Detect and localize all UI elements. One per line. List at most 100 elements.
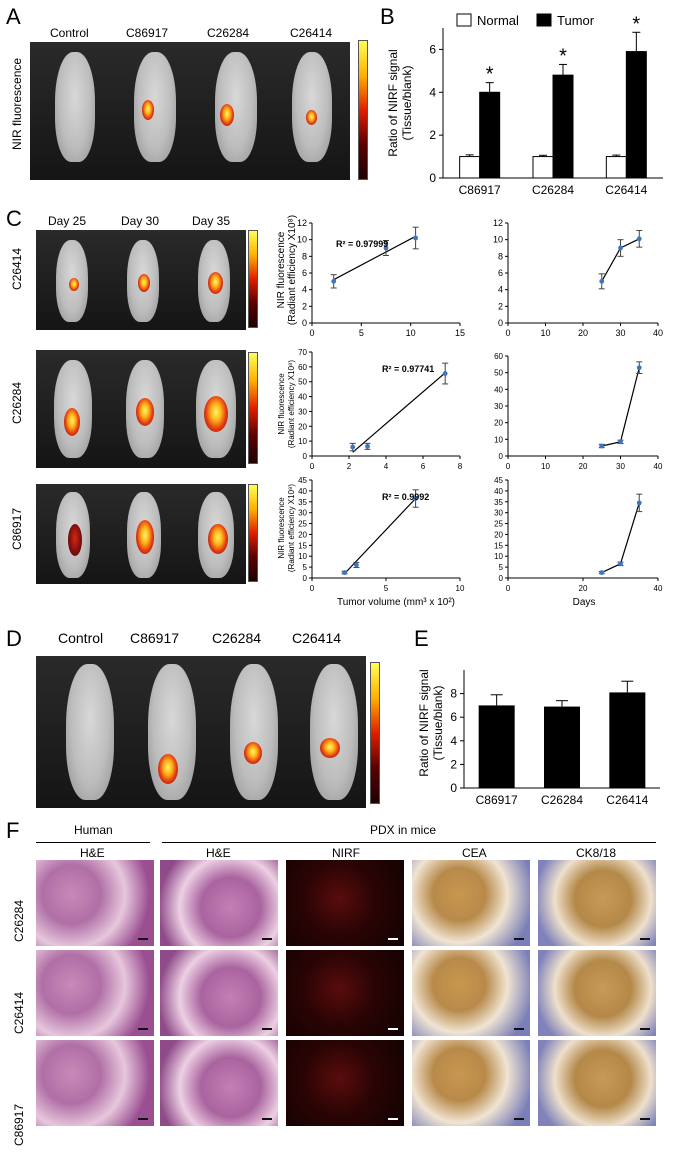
data-point-c1l <box>413 235 418 241</box>
label-c26284-d: C26284 <box>212 630 262 646</box>
data-point-c1l <box>331 278 337 284</box>
x-tick-label-c3l: 0 <box>310 584 315 593</box>
data-point-c2l <box>365 443 370 449</box>
data-point-c2r <box>636 365 642 371</box>
histology-image-c26414-4 <box>538 950 656 1036</box>
ylabel-c1-2: (Radiant efficiency X10⁸) <box>287 215 298 325</box>
x-tick-label-e: C86917 <box>476 793 518 807</box>
x-tick-label-c2r: 20 <box>579 462 588 471</box>
y-tick-label-c1r: 4 <box>498 285 503 295</box>
y-tick-label-c2r: 30 <box>494 402 503 411</box>
y-tick-label-c2r: 40 <box>494 385 503 394</box>
panel-letter-a: A <box>6 4 21 29</box>
scale-bar <box>514 938 524 940</box>
ylabel-c3-1: NIR fluorescence <box>277 497 286 559</box>
label-c86917-a: C86917 <box>126 26 169 40</box>
row-label-c86917-c: C86917 <box>10 507 24 550</box>
scale-bar <box>388 1028 398 1030</box>
data-point-c3r <box>618 561 623 567</box>
x-tick-label-c1l: 15 <box>455 328 465 338</box>
scale-bar <box>138 938 148 940</box>
significance-star-b: * <box>486 64 494 86</box>
label-c86917-d: C86917 <box>130 630 180 646</box>
scale-bar <box>262 938 272 940</box>
trendline-c2l <box>352 372 446 453</box>
chart-b: 0 2 4 6 * C86917 * C26284 * C26414 Normal Tumor Rat… <box>386 13 663 197</box>
ylabel-e-2: (Tissue/blank) <box>431 686 445 761</box>
y-tick-label-c3l: 25 <box>298 520 307 529</box>
histology-image-c26284-4 <box>538 860 656 946</box>
label-day-35: Day 35 <box>192 214 231 228</box>
data-point-c1l <box>383 245 389 251</box>
y-tick-label-c3r: 35 <box>494 498 503 507</box>
y-tick-label-c2r: 60 <box>494 352 503 361</box>
y-tick-label-c2l: 30 <box>298 407 307 416</box>
legend-swatch-normal <box>456 13 472 27</box>
data-point-c1r <box>636 236 642 242</box>
data-point-c3l <box>354 562 359 568</box>
label-control-a: Control <box>50 26 89 40</box>
scale-bar <box>514 1118 524 1120</box>
y-tick-label-e: 8 <box>450 687 457 701</box>
ylabel-c1-1: NIR fluorescence <box>276 231 287 308</box>
y-tick-label-c1r: 0 <box>498 318 503 328</box>
y-tick-label-c1r: 8 <box>498 251 503 261</box>
y-tick-label-e: 4 <box>450 734 457 748</box>
scale-bar <box>262 1118 272 1120</box>
nir-image-row-c26414 <box>36 230 246 330</box>
y-tick-label-c2l: 40 <box>298 393 307 402</box>
y-tick-label-c3r: 30 <box>494 509 503 518</box>
x-tick-label-b: C86917 <box>459 183 501 197</box>
bar-e-c26284 <box>544 706 580 788</box>
ylabel-c2-1: NIR fluorescence <box>277 373 286 435</box>
data-point-c1r <box>599 278 605 284</box>
panel-letter-f: F <box>6 818 20 843</box>
y-tick-label-c1r: 12 <box>493 218 503 228</box>
data-point-c2r <box>599 443 605 449</box>
y-tick-label-e: 2 <box>450 757 457 771</box>
bar-normal-c26414 <box>605 156 627 179</box>
significance-star-b: * <box>632 13 640 35</box>
panel-letter-e: E <box>414 626 429 651</box>
panel-letter-c: C <box>6 206 22 231</box>
y-tick-label-c1l: 0 <box>302 318 307 328</box>
y-tick-label-c3r: 40 <box>494 487 503 496</box>
x-tick-label-c2r: 0 <box>506 462 511 471</box>
histology-image-c26414-2 <box>286 950 404 1036</box>
ylabel-e-1: Ratio of NIRF signal <box>417 669 431 776</box>
y-tick-label-c3l: 0 <box>303 574 308 583</box>
label-control-d: Control <box>58 630 104 646</box>
y-tick-label-c3l: 20 <box>298 530 307 539</box>
y-tick-label-c3r: 45 <box>494 476 503 485</box>
y-tick-label-c1r: 6 <box>498 268 503 278</box>
x-tick-label-c2l: 4 <box>384 462 389 471</box>
x-tick-label-c2l: 8 <box>458 462 463 471</box>
r2-annotation-c1l: R² = 0.97999 <box>336 239 388 249</box>
y-tick-label-b: 0 <box>429 171 436 185</box>
legend-label-normal: Normal <box>477 13 519 28</box>
y-tick-label-c1l: 10 <box>297 235 307 245</box>
histology-image-c26284-3 <box>412 860 530 946</box>
x-tick-label-e: C26284 <box>541 793 583 807</box>
y-tick-label-c2r: 50 <box>494 369 503 378</box>
color-scale-bar-d <box>370 662 380 804</box>
x-tick-label-c1r: 40 <box>653 328 663 338</box>
trendline-c1l <box>333 235 416 281</box>
ylabel-b-1: Ratio of NIRF signal <box>386 49 400 156</box>
y-tick-label-c3r: 25 <box>494 520 503 529</box>
y-tick-label-c2l: 10 <box>298 437 307 446</box>
x-tick-label-c2r: 40 <box>654 462 663 471</box>
y-tick-label-c2r: 10 <box>494 435 503 444</box>
x-tick-label-c2l: 2 <box>347 462 352 471</box>
scale-bar <box>640 938 650 940</box>
r2-annotation-c2l: R² = 0.97741 <box>382 364 434 374</box>
x-tick-label-c3l: 5 <box>384 584 389 593</box>
ylabel-nir-fluorescence-a: NIR fluorescence <box>10 57 24 150</box>
col-he-human: H&E <box>80 846 105 860</box>
y-tick-label-c2r: 0 <box>499 452 504 461</box>
scale-bar <box>138 1028 148 1030</box>
ylabel-b-2: (Tissue/blank) <box>400 66 414 141</box>
histology-image-c86917-3 <box>412 1040 530 1126</box>
ylabel-c2-2: (Radiant efficiency X10⁸) <box>287 360 296 448</box>
histology-image-c86917-1 <box>160 1040 278 1126</box>
